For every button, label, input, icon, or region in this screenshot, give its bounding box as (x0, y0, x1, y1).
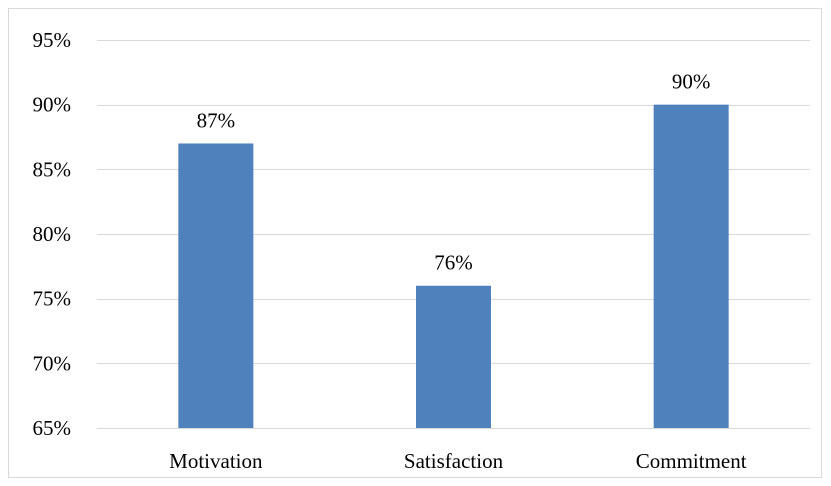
data-label: 87% (197, 108, 236, 132)
bar (178, 143, 254, 428)
y-tick-label: 65% (33, 416, 72, 440)
data-label: 90% (672, 70, 711, 94)
x-category-label: Motivation (169, 449, 263, 473)
y-tick-label: 90% (33, 93, 72, 117)
y-tick-label: 85% (33, 157, 72, 181)
y-tick-label: 80% (33, 222, 72, 246)
bars (178, 104, 729, 429)
x-category-label: Commitment (636, 449, 747, 473)
y-tick-label: 70% (33, 351, 72, 375)
x-axis-category-labels: Motivation Satisfaction Commitment (169, 449, 747, 473)
y-axis-tick-labels: 65% 70% 75% 80% 85% 90% 95% (33, 28, 72, 440)
data-label: 76% (434, 251, 473, 275)
x-category-label: Satisfaction (404, 449, 504, 473)
y-tick-label: 75% (33, 287, 72, 311)
data-labels: 87% 76% 90% (197, 70, 711, 275)
y-tick-label: 95% (33, 28, 72, 52)
bar (416, 285, 491, 428)
bar (653, 104, 729, 429)
